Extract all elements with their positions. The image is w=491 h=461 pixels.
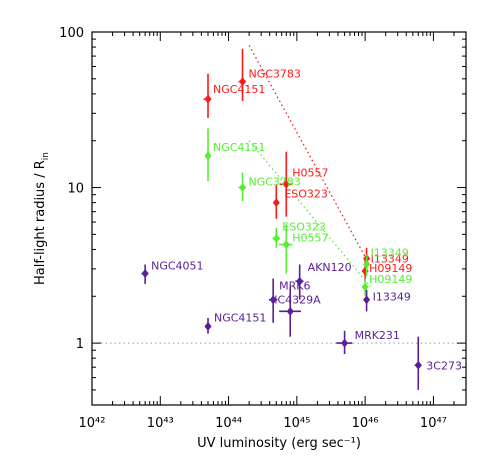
point-label: ESO323	[284, 188, 328, 201]
point-label: NGC3783	[249, 68, 301, 81]
point-label: H09149	[369, 273, 412, 286]
data-point	[239, 183, 247, 193]
data-point	[141, 269, 149, 279]
point-label: 3C273	[426, 359, 462, 372]
data-point	[361, 266, 369, 276]
data-point	[361, 282, 369, 292]
point-label: H09149	[369, 262, 412, 275]
y-axis-title-sub: in	[41, 152, 51, 160]
point-label: NGC4151	[214, 311, 266, 324]
data-point	[204, 151, 212, 161]
x-tick-label: 10⁴⁵	[283, 416, 310, 431]
data-point	[272, 234, 280, 244]
data-point	[239, 77, 247, 87]
y-tick-label: 1	[76, 337, 84, 352]
point-label: NGC4051	[151, 260, 203, 273]
point-label: NGC4151	[213, 83, 265, 96]
data-point	[272, 198, 280, 208]
point-label: MRK6	[279, 280, 310, 293]
trend-line-1	[248, 140, 372, 288]
data-point	[363, 295, 371, 305]
data-point	[296, 276, 304, 286]
x-tick-label: 10⁴⁴	[215, 416, 242, 431]
point-label: I13349	[371, 247, 409, 260]
data-point	[282, 179, 290, 189]
x-axis-title: UV luminosity (erg sec⁻¹)	[197, 436, 361, 451]
svg-text:Half-light radius / Rin: Half-light radius / Rin	[33, 152, 51, 285]
point-label: H0557	[292, 232, 328, 245]
x-tick-label: 10⁴³	[147, 416, 174, 431]
data-point	[282, 240, 290, 250]
point-label: MRK231	[355, 329, 400, 342]
y-tick-label: 10	[67, 182, 84, 197]
point-label: I13349	[373, 291, 411, 304]
data-point	[414, 360, 422, 370]
y-axis-title: Half-light radius / Rin	[33, 152, 51, 285]
x-tick-label: 10⁴⁶	[352, 416, 379, 431]
data-point	[286, 306, 294, 316]
trend-line-0	[248, 45, 372, 267]
point-label: NGC3783	[249, 176, 301, 189]
y-tick-label: 100	[59, 26, 84, 41]
x-tick-label: 10⁴⁷	[420, 416, 447, 431]
point-label: H0557	[292, 166, 328, 179]
data-point	[204, 321, 212, 331]
x-tick-label: 10⁴²	[79, 416, 106, 431]
y-axis-title-main: Half-light radius / R	[33, 160, 48, 285]
data-point	[341, 338, 349, 348]
point-label: ESO323	[282, 221, 326, 234]
data-point	[269, 295, 277, 305]
plot-area	[91, 31, 467, 406]
data-point	[363, 260, 371, 270]
point-label: I13349	[371, 252, 409, 265]
data-point	[204, 94, 212, 104]
point-label: IC4329A	[274, 293, 321, 306]
point-label: NGC4151	[213, 141, 265, 154]
point-label: AKN120	[308, 261, 352, 274]
